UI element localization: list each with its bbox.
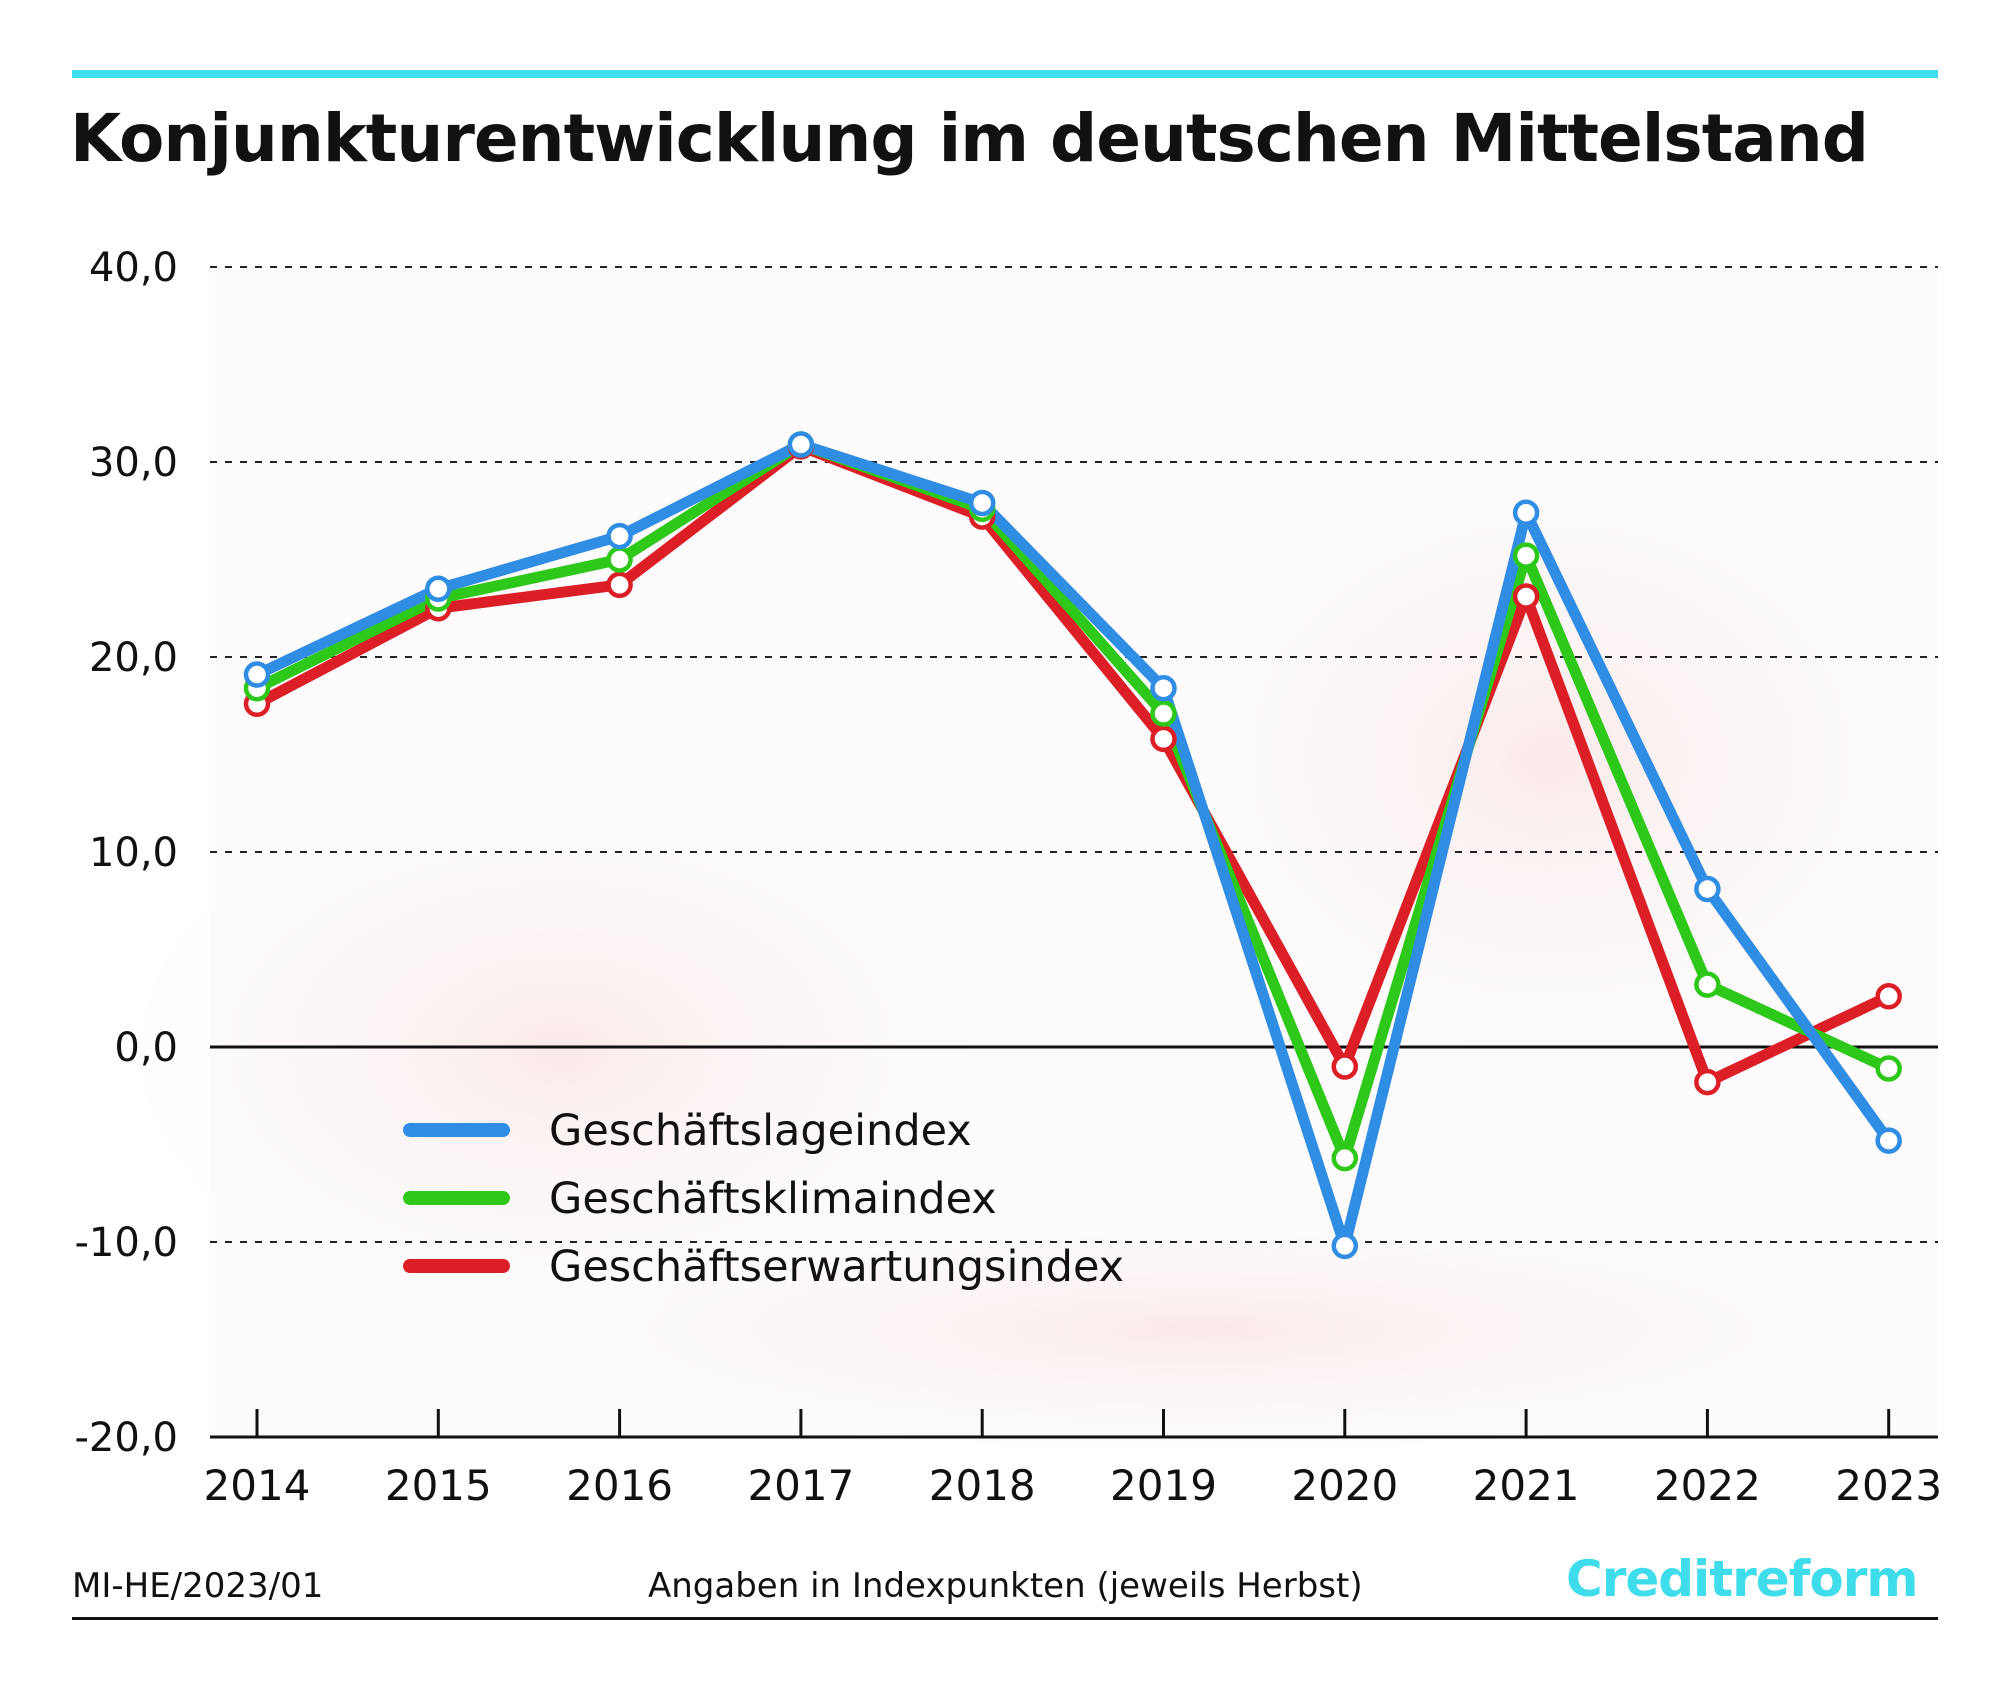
x-tick-label: 2019 (1110, 1461, 1217, 1510)
data-point (606, 522, 633, 550)
data-point (1150, 674, 1177, 702)
data-point (1512, 499, 1540, 526)
x-tick-label: 2016 (566, 1461, 673, 1510)
legend: Geschäftslageindex Geschäftsklimaindex Ges… (403, 1106, 1124, 1292)
bottom-rule (72, 1617, 1938, 1620)
data-point (1150, 700, 1177, 727)
x-tick-label: 2021 (1473, 1461, 1580, 1510)
data-point (1331, 1053, 1359, 1080)
data-point (425, 575, 452, 602)
x-tick-label: 2017 (747, 1461, 854, 1510)
x-tick-label: 2018 (929, 1461, 1036, 1510)
x-axis (210, 1409, 1938, 1439)
data-point (1694, 971, 1721, 998)
y-tick-label: 0,0 (114, 1025, 178, 1071)
background-photo (140, 270, 1938, 1450)
x-tick-label: 2023 (1835, 1461, 1942, 1510)
data-point (1875, 1055, 1902, 1082)
y-axis-labels: 40,0 30,0 20,0 10,0 0,0 -10,0 -20,0 (75, 245, 179, 1461)
data-point (1512, 583, 1540, 610)
footer-code: MI-HE/2023/01 (72, 1566, 324, 1606)
top-accent-rule (72, 70, 1938, 78)
x-tick-label: 2015 (385, 1461, 492, 1510)
data-point (1875, 983, 1902, 1010)
data-point (968, 489, 996, 517)
data-point (1875, 1127, 1902, 1154)
x-tick-label: 2022 (1654, 1461, 1761, 1510)
data-point (787, 431, 815, 458)
legend-label: Geschäftserwartungsindex (549, 1242, 1124, 1292)
x-axis-labels: 2014 2015 2016 2017 2018 2019 2020 2021 2022 2023 (204, 1461, 1943, 1510)
series-line (251, 438, 1895, 1164)
legend-label: Geschäftslageindex (549, 1106, 972, 1156)
data-point (606, 546, 633, 573)
y-tick-label: 20,0 (89, 635, 178, 681)
data-point (1331, 1232, 1359, 1260)
series-line (251, 438, 1895, 1252)
data-point (243, 661, 271, 688)
series-lines (243, 431, 1902, 1260)
x-tick-label: 2014 (204, 1461, 311, 1510)
series-line (251, 440, 1895, 1088)
y-tick-label: 10,0 (89, 830, 178, 876)
data-point (1694, 1068, 1721, 1096)
data-point (1694, 875, 1721, 903)
x-tick-label: 2020 (1291, 1461, 1398, 1510)
data-point (1150, 725, 1177, 753)
legend-label: Geschäftsklimaindex (549, 1174, 997, 1224)
data-point (1512, 542, 1540, 569)
y-tick-label: 30,0 (89, 440, 178, 486)
y-tick-label: -20,0 (75, 1415, 179, 1461)
footer-note: Angaben in Indexpunkten (jeweils Herbst) (648, 1566, 1363, 1606)
data-point (1331, 1144, 1359, 1172)
data-point (606, 571, 633, 599)
creditreform-logo: Creditreform (1566, 1550, 1919, 1608)
chart-title: Konjunkturentwicklung im deutschen Mitte… (70, 100, 1869, 177)
y-tick-label: -10,0 (75, 1220, 179, 1266)
y-tick-label: 40,0 (89, 245, 178, 291)
